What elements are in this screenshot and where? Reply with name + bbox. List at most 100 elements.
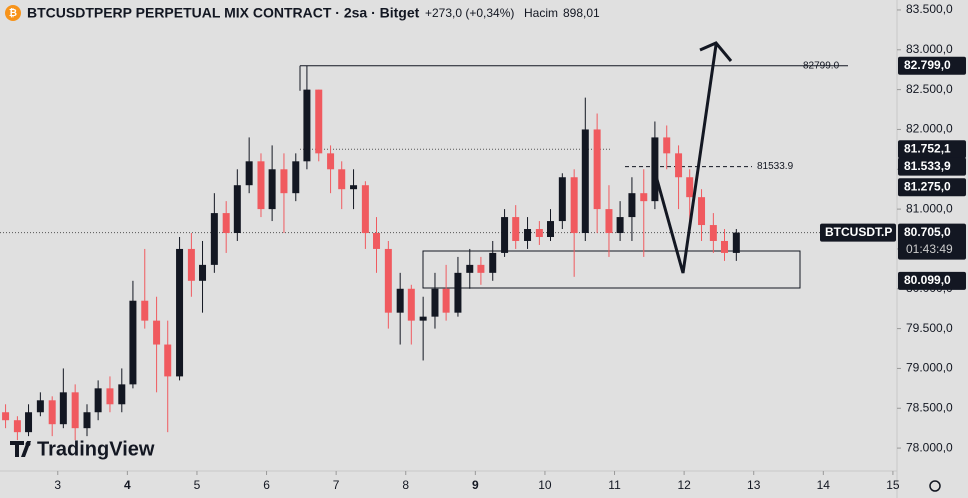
x-tick-label: 5 [194, 478, 201, 492]
tv-logo-dot [25, 441, 31, 447]
header-change: +273,0 (+0,34%) [425, 6, 514, 20]
candle-body [36, 400, 44, 413]
tv-logo: TradingView [10, 438, 155, 460]
candle-body [361, 185, 369, 234]
candle-body [396, 288, 404, 313]
y-tick-label: 78.500,0 [906, 400, 953, 414]
x-tick-label: 14 [817, 478, 831, 492]
price-tag-label: 82.799,0 [904, 58, 951, 72]
candle-body [292, 161, 300, 194]
candle-body [640, 193, 648, 202]
y-tick-label: 81.000,0 [906, 201, 953, 215]
candle-body [129, 300, 137, 385]
candle-body [558, 177, 566, 222]
candle-body [605, 209, 613, 234]
candle-body [698, 197, 706, 226]
candle-body [547, 221, 555, 237]
candle-body [570, 177, 578, 234]
candle-body [431, 288, 439, 317]
x-tick-label: 12 [677, 478, 691, 492]
y-tick-label: 79.000,0 [906, 361, 953, 375]
candle-body [581, 129, 589, 234]
candle-body [141, 300, 149, 321]
candle-body [501, 217, 509, 253]
countdown: 01:43:49 [906, 242, 953, 256]
candle-body [384, 248, 392, 313]
candle-body [512, 217, 520, 241]
x-tick-label: 7 [333, 478, 340, 492]
candle-body [268, 169, 276, 210]
settings-icon[interactable] [929, 480, 941, 492]
candle-body [419, 316, 427, 321]
price-tag-label: 81.533,9 [904, 159, 951, 173]
candle-body [442, 288, 450, 313]
candle-body [535, 229, 543, 237]
candle-body [2, 412, 10, 421]
x-tick-label: 9 [472, 478, 479, 492]
candle-body [106, 388, 114, 405]
y-tick-label: 82.500,0 [906, 82, 953, 96]
x-tick-label: 8 [402, 478, 409, 492]
price-tag-label: 81.752,1 [904, 141, 951, 155]
candle-body [222, 213, 230, 234]
candle-body [176, 248, 184, 377]
volume-label: Hacim [524, 6, 558, 20]
candle-body [48, 400, 56, 425]
candle-body [593, 129, 601, 210]
price-tag [898, 140, 966, 159]
x-tick-label: 15 [886, 478, 900, 492]
price-tag [898, 56, 966, 75]
candle-body [466, 264, 474, 273]
annotation-label: 81533.9 [757, 161, 794, 172]
candle-body [709, 225, 717, 241]
x-tick-label: 6 [263, 478, 270, 492]
candle-body [338, 169, 346, 190]
candle-body [13, 420, 21, 433]
candle-body [59, 392, 67, 425]
candle-body [71, 392, 79, 429]
candle-body [524, 229, 532, 241]
x-tick-label: 3 [54, 478, 61, 492]
range-box [422, 250, 801, 289]
candle-body [327, 153, 335, 170]
candle-body [94, 388, 102, 413]
candle-body [164, 344, 172, 377]
candle-body [25, 412, 33, 433]
candle-body [663, 137, 671, 154]
candle-body [315, 89, 323, 154]
price-tag [898, 178, 966, 197]
price-tag-label: 81.275,0 [904, 179, 951, 193]
marks [0, 9, 901, 475]
price-tag-label: 80.099,0 [904, 273, 951, 287]
candle-body [616, 217, 624, 234]
candle-body [732, 232, 740, 253]
candle-body [303, 89, 311, 162]
price-tag [898, 271, 966, 290]
y-tick-label: 79.500,0 [906, 321, 953, 335]
candle-body [350, 185, 358, 190]
candle-body [686, 177, 694, 198]
drawn-arrow [651, 41, 733, 274]
volume-value: 898,01 [563, 6, 600, 20]
candle-body [210, 213, 218, 265]
candle-body [454, 272, 462, 313]
candle-body [628, 193, 636, 218]
candle-body [199, 264, 207, 281]
annotation-label: 82799.0 [803, 60, 840, 71]
candle-body [407, 288, 415, 321]
candle-body [280, 169, 288, 194]
bitcoin-icon [5, 5, 21, 21]
candle-body [233, 185, 241, 234]
x-tick-label: 10 [538, 478, 552, 492]
candle-body [187, 248, 195, 281]
y-tick-label: 78.000,0 [906, 440, 953, 454]
y-tick-label: 83.000,0 [906, 42, 953, 56]
x-tick-label: 11 [608, 478, 621, 492]
candle-body [83, 412, 91, 429]
price-tag [898, 223, 966, 260]
candle-body [257, 161, 265, 210]
price-tag-label: 80.705,0 [904, 225, 951, 239]
candle-body [477, 264, 485, 273]
